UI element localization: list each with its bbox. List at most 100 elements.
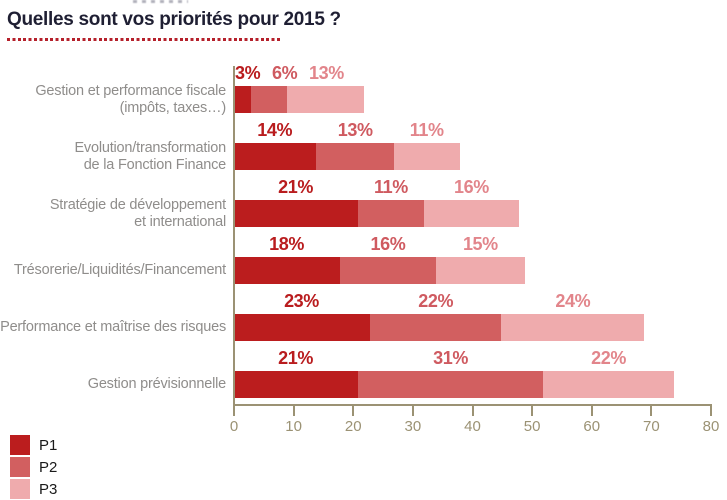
category-label: Performance et maîtrise des risques xyxy=(0,314,226,341)
x-tick-label: 0 xyxy=(229,418,239,435)
value-label-p1: 21% xyxy=(278,348,313,368)
stacked-bar xyxy=(233,86,365,113)
x-tick-label: 40 xyxy=(464,418,481,435)
chart-title: Quelles sont vos priorités pour 2015 ? xyxy=(7,9,341,30)
legend-item-p1: P1 xyxy=(10,435,57,455)
bar-segment-p3 xyxy=(435,257,526,284)
value-label-p1: 14% xyxy=(257,120,293,140)
bar-segment-p3 xyxy=(543,371,675,398)
x-tick xyxy=(650,404,653,416)
bar-segment-p1 xyxy=(233,200,359,227)
legend-label: P1 xyxy=(39,436,58,454)
legend-swatch-p3 xyxy=(10,479,30,499)
stacked-bar xyxy=(233,314,645,341)
stacked-bar xyxy=(233,200,520,227)
value-labels: 3% 6% 13% xyxy=(233,62,712,86)
bar-segment-p2 xyxy=(250,86,287,113)
value-labels: 23% 22% 24% xyxy=(233,290,712,314)
stacked-bar xyxy=(233,257,526,284)
x-tick xyxy=(531,404,534,416)
x-tick-label: 70 xyxy=(643,418,660,435)
legend-label: P3 xyxy=(39,480,58,498)
x-tick xyxy=(710,404,712,416)
bar-segment-p3 xyxy=(423,200,520,227)
value-labels: 14% 13% 11% xyxy=(233,119,712,143)
category-label-line: (impôts, taxes…) xyxy=(119,99,227,116)
category-label: Gestion et performance fiscale (impôts, t… xyxy=(0,83,226,116)
chart-row-2: Evolution/transformation de la Fonction F… xyxy=(0,119,727,176)
value-label-p2: 31% xyxy=(433,348,468,368)
x-tick xyxy=(411,404,414,416)
value-label-p2: 13% xyxy=(337,120,373,140)
category-label: Evolution/transformation de la Fonction F… xyxy=(0,140,226,173)
y-axis-line xyxy=(233,66,235,404)
value-labels: 18% 16% 15% xyxy=(233,233,712,257)
x-tick-label: 10 xyxy=(285,418,302,435)
bar-segment-p2 xyxy=(358,200,424,227)
value-label-p2: 16% xyxy=(370,234,406,254)
bar-segment-p1 xyxy=(233,143,317,170)
category-label-line: Gestion prévisionnelle xyxy=(87,376,226,393)
chart-row-5: Performance et maîtrise des risques 23% 22… xyxy=(0,290,727,347)
category-label: Gestion prévisionnelle xyxy=(0,371,226,398)
value-label-p3: 15% xyxy=(462,234,498,254)
x-tick xyxy=(352,404,355,416)
x-tick-label: 60 xyxy=(583,418,601,435)
category-label-line: Evolution/transformation xyxy=(74,140,226,156)
x-tick-label: 30 xyxy=(404,418,422,435)
chart-row-4: Trésorerie/Liquidités/Financement 18% 16% 1… xyxy=(0,233,727,290)
chart-row-1: Gestion et performance fiscale (impôts, t… xyxy=(0,62,727,119)
x-tick xyxy=(471,404,474,416)
legend-swatch-p2 xyxy=(10,457,30,477)
x-tick xyxy=(233,404,235,416)
bar-segment-p1 xyxy=(233,371,359,398)
category-label-line: Trésorerie/Liquidités/Financement xyxy=(13,262,226,279)
chart-row-3: Stratégie de développement et internation… xyxy=(0,176,727,233)
value-labels: 21% 31% 22% xyxy=(233,347,712,371)
bar-segment-p2 xyxy=(316,143,394,170)
x-tick xyxy=(292,404,295,416)
value-label-p3: 13% xyxy=(309,63,344,83)
title-dotted-underline xyxy=(7,38,280,41)
value-label-p3: 22% xyxy=(591,348,626,368)
x-tick-label: 80 xyxy=(702,418,720,435)
top-edge-artifact xyxy=(133,0,188,3)
value-label-p3: 16% xyxy=(454,177,489,197)
value-label-p1: 21% xyxy=(278,177,313,197)
bar-segment-p1 xyxy=(233,257,341,284)
value-label-p1: 23% xyxy=(284,291,319,311)
chart-row-6: Gestion prévisionnelle 21% 31% 22% xyxy=(0,347,727,404)
category-label-line: Gestion et performance fiscale xyxy=(35,83,226,99)
stacked-bar xyxy=(233,143,460,170)
legend-item-p2: P2 xyxy=(10,457,57,477)
x-axis-line: 0 10 20 30 40 50 60 70 80 xyxy=(230,404,719,435)
chart-rows: Gestion et performance fiscale (impôts, t… xyxy=(0,62,727,404)
category-label-line: Performance et maîtrise des risques xyxy=(0,319,226,336)
value-labels: 21% 11% 16% xyxy=(233,176,712,200)
bar-segment-p2 xyxy=(358,371,544,398)
x-tick-label: 50 xyxy=(523,418,541,435)
value-label-p2: 11% xyxy=(374,177,408,197)
chart-legend: P1 P2 P3 xyxy=(10,435,57,499)
value-label-p2: 6% xyxy=(272,63,298,83)
bar-segment-p3 xyxy=(393,143,460,170)
x-tick xyxy=(590,404,593,416)
bar-segment-p2 xyxy=(370,314,502,341)
value-label-p2: 22% xyxy=(418,291,454,311)
category-label-line: et international xyxy=(134,213,226,230)
category-label-line: de la Fonction Finance xyxy=(83,156,227,173)
bar-segment-p1 xyxy=(233,314,371,341)
legend-label: P2 xyxy=(39,458,58,476)
value-label-p1: 3% xyxy=(235,63,261,83)
value-label-p1: 18% xyxy=(269,234,304,254)
bar-segment-p3 xyxy=(501,314,645,341)
bar-segment-p3 xyxy=(286,86,365,113)
value-label-p3: 11% xyxy=(409,120,444,140)
value-label-p3: 24% xyxy=(555,291,591,311)
stacked-bar xyxy=(233,371,675,398)
x-tick-label: 20 xyxy=(344,418,362,435)
legend-item-p3: P3 xyxy=(10,479,57,499)
stacked-bar-chart: Gestion et performance fiscale (impôts, t… xyxy=(0,62,727,435)
category-label: Stratégie de développement et internation… xyxy=(0,197,226,230)
legend-swatch-p1 xyxy=(10,435,30,455)
